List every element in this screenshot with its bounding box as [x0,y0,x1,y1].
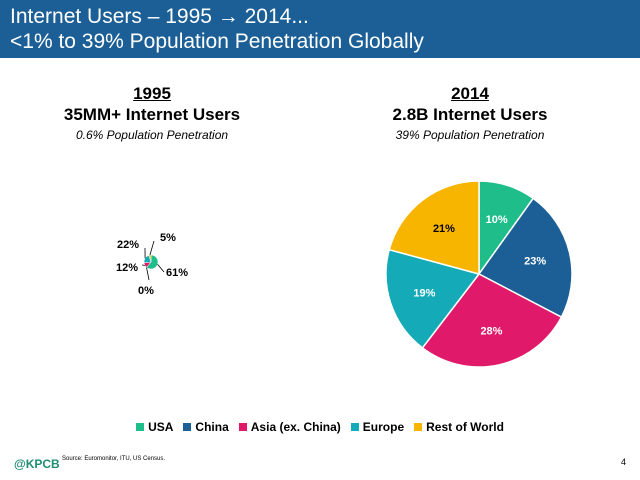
legend-label: China [195,420,229,434]
pie-2014-slice-europe [385,248,481,349]
pie-2014-heading: 2014 2.8B Internet Users 39% Population … [350,84,590,142]
pie-2014-label-usa: 10% [486,214,508,226]
pie-1995-label-asia-ex-china: 12% [116,262,138,274]
legend-swatch [350,423,359,431]
legend-swatch [136,423,145,431]
slide-subtitle: <1% to 39% Population Penetration Global… [10,30,424,53]
legend-label: Europe [362,420,405,434]
legend-item-europe: Europe [350,420,405,434]
pie-1995-penetration: 0.6% Population Penetration [75,128,229,142]
legend-item-china: China [183,420,229,434]
legend-swatch [183,423,192,431]
legend-item-rest-of-world: Rest of World [414,420,504,434]
pie-2014-slice-rest-of-world [388,180,480,275]
legend-swatch [238,423,247,431]
pie-1995-slice-usa [146,254,159,270]
pie-2014-slice-asia-ex-china [421,273,563,368]
pie-1995-label-usa: 61% [166,267,188,279]
source-note: Source: Euromonitor, ITU, US Census. [62,456,166,462]
legend-label: Rest of World [426,420,504,434]
pie-1995-leader-usa [157,264,165,273]
legend-item-asia-ex-china: Asia (ex. China) [238,420,341,434]
legend-label: USA [148,420,174,434]
pie-1995-label-rest-of-world: 5% [160,232,176,244]
pie-1995-label-europe: 22% [117,239,139,251]
slide-title: Internet Users – 1995 → 2014... [10,5,309,28]
pie-1995-users: 35MM+ Internet Users [63,105,241,124]
pie-1995-heading: 1995 35MM+ Internet Users 0.6% Populatio… [32,84,272,142]
pie-1995-label-china: 0% [138,285,154,297]
pie-2014-label-asia-ex-china: 28% [480,325,502,337]
kpcb-logo: @KPCB [14,457,60,471]
pie-2014-users: 2.8B Internet Users [392,105,548,124]
pie-1995-leader-rest-of-world [149,240,155,256]
pie-2014-penetration: 39% Population Penetration [395,128,545,142]
legend-item-usa: USA [136,420,173,434]
page-number: 4 [620,457,626,467]
pie-2014-label-china: 23% [524,256,546,268]
pie-1995-slice-rest-of-world [148,254,152,263]
pie-1995-year: 1995 [133,84,171,103]
pie-2014-label-rest-of-world: 21% [433,223,455,235]
chart-legend: USA China Asia (ex. China) Europe Rest of Wo… [0,420,640,434]
legend-swatch [414,423,423,431]
legend-label: Asia (ex. China) [250,420,341,434]
pie-2014-slice-china [477,197,573,319]
pie-2014-year: 2014 [451,84,489,103]
pie-1995-leader-china [146,267,150,281]
slide-header: Internet Users – 1995 → 2014... <1% to 3… [0,0,640,58]
pie-2014-label-europe: 19% [413,287,435,299]
